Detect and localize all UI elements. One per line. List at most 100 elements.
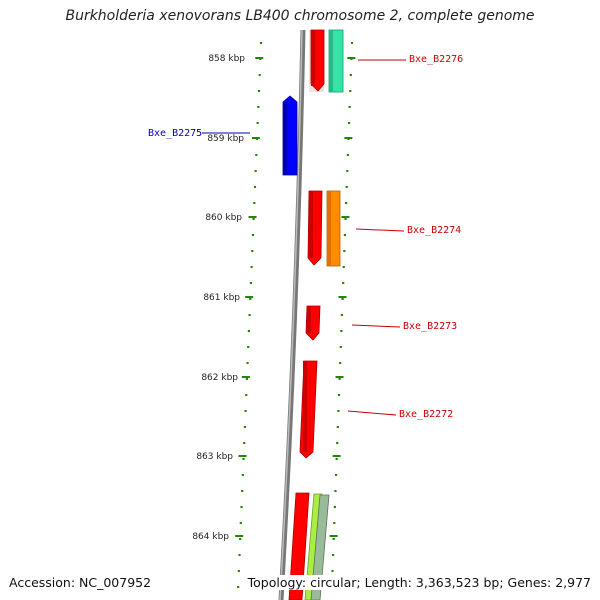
- scale-dot: [350, 42, 354, 44]
- scale-tick-major: [235, 535, 244, 537]
- gene-label-Bxe_B2274[interactable]: Bxe_B2274: [407, 225, 461, 236]
- scale-tick-major: [248, 216, 257, 218]
- gene-Bxe_B2276-feature-shade: [329, 30, 333, 92]
- accession-text: Accession: NC_007952: [9, 575, 152, 590]
- tick-label: 861 kbp: [203, 293, 240, 303]
- tick-label: 862 kbp: [201, 373, 238, 383]
- scale-ticks: [235, 57, 356, 537]
- tick-label: 863 kbp: [196, 452, 233, 462]
- scale-dot: [342, 266, 345, 268]
- scale-dot: [246, 362, 249, 364]
- scale-dot: [344, 218, 347, 220]
- scale-tick-major: [329, 535, 338, 537]
- scale-dot: [248, 314, 251, 316]
- scale-dot: [349, 90, 352, 92]
- scale-dot: [245, 378, 249, 380]
- scale-tick-major: [251, 137, 260, 139]
- scale-tick-major: [241, 376, 250, 378]
- tick-label: 858 kbp: [208, 54, 245, 64]
- genome-summary-text: Topology: circular; Length: 3,363,523 bp…: [245, 575, 591, 590]
- scale-dot: [334, 490, 337, 492]
- scale-dot: [251, 250, 254, 252]
- gene-Bxe_B2274-cds-shade: [309, 191, 313, 258]
- scale-dot: [241, 474, 244, 476]
- scale-dot: [347, 122, 351, 124]
- gene-Bxe_B2273-cds-shade: [307, 306, 311, 333]
- scale-dot: [255, 154, 258, 156]
- gene-Bxe_B2272-cds[interactable]: [299, 360, 318, 459]
- gene-label-Bxe_B2276[interactable]: Bxe_B2276: [409, 54, 463, 65]
- scale-dot: [343, 234, 347, 236]
- chromosome-backbone: [278, 29, 306, 600]
- scale-dot: [346, 154, 349, 156]
- scale-dot: [349, 74, 352, 76]
- scale-dot: [336, 426, 339, 428]
- scale-tick-major: [347, 57, 356, 59]
- scale-dot: [345, 202, 348, 204]
- scale-dot: [342, 282, 345, 284]
- scale-dot: [245, 394, 248, 396]
- scale-tick-major: [245, 296, 254, 298]
- scale-dot: [247, 330, 251, 332]
- scale-dot: [251, 234, 255, 236]
- page-title: Burkholderia xenovorans LB400 chromosome…: [65, 8, 535, 24]
- scale-dot: [237, 586, 240, 588]
- gene-bottom-graygreen-feature[interactable]: [310, 494, 330, 600]
- scale-dot: [243, 442, 246, 444]
- scale-dot: [250, 266, 253, 268]
- scale-dot: [238, 554, 241, 556]
- tick-label: 859 kbp: [207, 134, 244, 144]
- scale-tick-major: [344, 137, 353, 139]
- scale-dot: [331, 554, 335, 556]
- scale-tick-major: [332, 455, 341, 457]
- scale-dot: [339, 362, 342, 364]
- scale-dot: [254, 170, 257, 172]
- scale-dot: [338, 378, 341, 380]
- scale-dot: [237, 570, 240, 572]
- scale-dot: [331, 570, 334, 572]
- scale-dots-left: [237, 42, 263, 588]
- scale-dot: [256, 122, 259, 124]
- gene-label-Bxe_B2272[interactable]: Bxe_B2272: [399, 409, 453, 420]
- scale-dot: [257, 90, 261, 92]
- scale-dot: [340, 314, 344, 316]
- scale-tick-major: [341, 216, 350, 218]
- scale-dot: [247, 346, 250, 348]
- scale-dot: [341, 298, 344, 300]
- scale-dot: [340, 330, 343, 332]
- scale-dot: [259, 42, 263, 44]
- gene-Bxe_B2276-cds-shade: [311, 30, 315, 86]
- scale-dot: [346, 170, 349, 172]
- tick-label: 864 kbp: [192, 532, 229, 542]
- scale-dot: [345, 186, 348, 188]
- scale-dot: [336, 442, 339, 444]
- tick-label: 860 kbp: [205, 213, 242, 223]
- scale-tick-major: [255, 57, 264, 59]
- gene-Bxe_B2275-cds-shade: [283, 102, 287, 175]
- scale-dot: [333, 522, 336, 524]
- scale-dot: [339, 346, 342, 348]
- leader-Bxe_B2272: [347, 410, 397, 416]
- gene-label-Bxe_B2275[interactable]: Bxe_B2275: [148, 128, 202, 139]
- scale-dot: [249, 298, 252, 300]
- scale-dot: [253, 202, 256, 204]
- scale-dot: [334, 474, 338, 476]
- scale-dot: [242, 458, 245, 460]
- scale-dot: [252, 218, 255, 220]
- scale-tick-major: [238, 455, 247, 457]
- scale-dots-right: [330, 42, 354, 588]
- chromosome-backbone-highlight: [279, 29, 303, 600]
- scale-dot: [241, 490, 244, 492]
- scale-dot: [253, 186, 257, 188]
- scale-dot: [332, 538, 335, 540]
- scale-dot: [249, 282, 253, 284]
- gene-Bxe_B2272-cds-shade: [303, 361, 307, 452]
- scale-dot: [243, 426, 246, 428]
- scale-dot: [335, 458, 338, 460]
- gene-bottom-cds[interactable]: [288, 492, 310, 600]
- scale-dot: [337, 394, 341, 396]
- gene-label-Bxe_B2273[interactable]: Bxe_B2273: [403, 321, 457, 332]
- scale-dot: [258, 74, 261, 76]
- scale-dot: [239, 538, 242, 540]
